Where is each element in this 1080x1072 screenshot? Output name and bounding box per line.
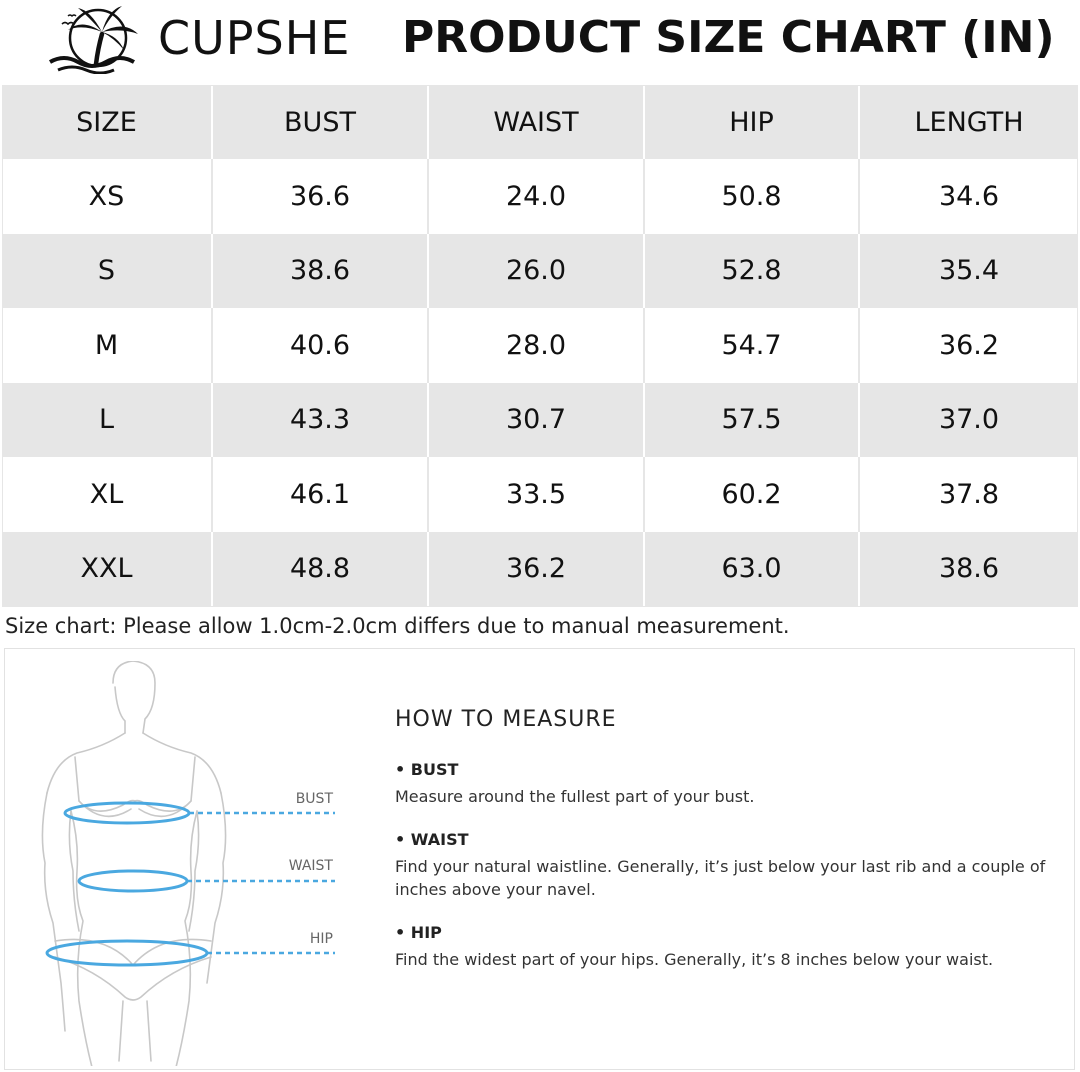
cell-length: 36.2 [858, 308, 1078, 383]
measure-item-description: Measure around the fullest part of your … [395, 787, 755, 806]
measure-item-waist: • WAIST Find your natural waistline. Gen… [395, 830, 1055, 901]
page-title: PRODUCT SIZE CHART (IN) [402, 12, 1055, 63]
column-header-waist: WAIST [427, 85, 644, 159]
cell-hip: 50.8 [643, 159, 859, 234]
measure-item-hip: • HIP Find the widest part of your hips.… [395, 923, 1055, 971]
cell-bust: 48.8 [211, 531, 428, 606]
cell-size: M [94, 329, 119, 361]
palm-tree-logo-icon [49, 6, 138, 74]
cell-hip: 63.0 [643, 531, 859, 606]
cell-bust: 38.6 [211, 233, 428, 308]
measure-item-label: • BUST [395, 760, 459, 779]
cell-size: XXL [80, 553, 133, 585]
column-header-length: LENGTH [858, 85, 1078, 159]
table-header-row: SIZE BUST WAIST HIP LENGTH [2, 85, 1078, 159]
cell-waist: 33.5 [427, 457, 644, 532]
cell-hip: 57.5 [643, 382, 859, 457]
cell-waist: 28.0 [427, 308, 644, 383]
table-row: XS 36.6 24.0 50.8 34.6 [2, 159, 1078, 234]
cell-bust: 43.3 [211, 382, 428, 457]
cell-size: L [98, 404, 115, 436]
cell-waist: 26.0 [427, 233, 644, 308]
cell-hip: 52.8 [643, 233, 859, 308]
measure-instructions: HOW TO MEASURE • BUST Measure around the… [395, 707, 1055, 993]
size-chart-table: SIZE BUST WAIST HIP LENGTH XS 36.6 24.0 … [2, 85, 1078, 607]
column-header-bust: BUST [211, 85, 428, 159]
measure-guide-panel: BUST WAIST HIP HOW TO MEASURE • BUST Mea… [4, 648, 1075, 1070]
measure-item-description: Find your natural waistline. Generally, … [395, 857, 1046, 899]
body-figure-illustration: BUST WAIST HIP [41, 661, 335, 1066]
cell-length: 37.0 [858, 382, 1078, 457]
column-header-size: SIZE [76, 106, 137, 138]
table-row: XL 46.1 33.5 60.2 37.8 [2, 457, 1078, 532]
measure-item-bust: • BUST Measure around the fullest part o… [395, 760, 1055, 808]
cell-waist: 36.2 [427, 531, 644, 606]
measurement-note: Size chart: Please allow 1.0cm-2.0cm dif… [5, 614, 790, 638]
cell-bust: 40.6 [211, 308, 428, 383]
measure-item-description: Find the widest part of your hips. Gener… [395, 950, 994, 969]
cell-hip: 54.7 [643, 308, 859, 383]
figure-label-bust: BUST [296, 791, 334, 807]
brand-name: CUPSHE [158, 11, 351, 65]
cell-bust: 46.1 [211, 457, 428, 532]
table-row: M 40.6 28.0 54.7 36.2 [2, 308, 1078, 383]
cell-length: 37.8 [858, 457, 1078, 532]
table-row: L 43.3 30.7 57.5 37.0 [2, 382, 1078, 457]
cell-size: S [97, 255, 116, 287]
cell-waist: 24.0 [427, 159, 644, 234]
cell-size: XL [89, 478, 124, 510]
guide-title: HOW TO MEASURE [395, 707, 617, 732]
cell-length: 38.6 [858, 531, 1078, 606]
cell-size: XS [88, 180, 125, 212]
table-row: S 38.6 26.0 52.8 35.4 [2, 233, 1078, 308]
measure-item-label: • HIP [395, 923, 442, 942]
measure-item-label: • WAIST [395, 830, 469, 849]
column-header-hip: HIP [643, 85, 859, 159]
table-row: XXL 48.8 36.2 63.0 38.6 [2, 531, 1078, 606]
header: CUPSHE PRODUCT SIZE CHART (IN) [0, 0, 1080, 84]
figure-label-waist: WAIST [289, 858, 334, 874]
cell-length: 35.4 [858, 233, 1078, 308]
cell-hip: 60.2 [643, 457, 859, 532]
cell-bust: 36.6 [211, 159, 428, 234]
cell-waist: 30.7 [427, 382, 644, 457]
figure-label-hip: HIP [310, 931, 333, 947]
cell-length: 34.6 [858, 159, 1078, 234]
